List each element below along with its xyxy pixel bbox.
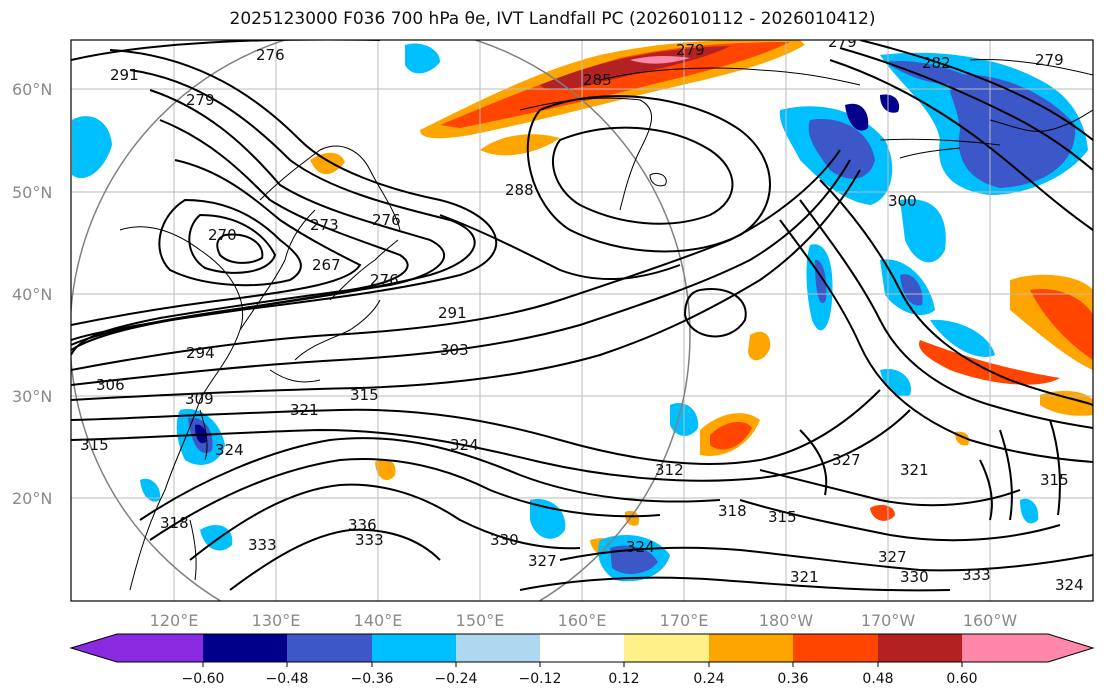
lon-label: 140°E <box>354 611 403 630</box>
lon-label: 130°E <box>252 611 301 630</box>
contour-label: 309 <box>185 390 214 408</box>
contour-label: 279 <box>676 41 705 59</box>
contour-label: 324 <box>215 441 244 459</box>
positive-shading <box>310 40 1093 555</box>
contour-label: 315 <box>768 508 797 526</box>
lat-label: 50°N <box>12 183 52 202</box>
colorbar-tick-label: −0.12 <box>519 671 562 687</box>
lat-label: 30°N <box>12 387 52 406</box>
map-frame <box>70 39 1094 602</box>
graticule <box>71 40 1093 601</box>
contour-label: 276 <box>372 211 401 229</box>
contour-label: 294 <box>186 344 215 362</box>
map-area: 276 279 291 279 273 270 267 276 276 288 … <box>71 33 1093 601</box>
colorbar-segment <box>287 634 372 662</box>
contour-label: 324 <box>626 538 655 556</box>
landfall-region-circle <box>71 40 691 601</box>
contour-label: 279 <box>1035 51 1064 69</box>
colorbar-segment <box>203 634 287 662</box>
contour-label: 276 <box>256 46 285 64</box>
lon-label: 180°W <box>759 611 814 630</box>
contour-label: 321 <box>900 461 929 479</box>
colorbar-segment <box>962 634 1093 662</box>
contour-label: 282 <box>922 54 951 72</box>
lon-label: 160°W <box>963 611 1018 630</box>
contour-label: 303 <box>440 341 469 359</box>
contour-label: 330 <box>490 531 519 549</box>
contour-label: 324 <box>450 436 479 454</box>
contour-label: 318 <box>718 502 747 520</box>
colorbar: −0.60 −0.48 −0.36 −0.24 −0.12 0.12 0.24 … <box>69 633 1095 687</box>
colorbar-segment <box>540 634 624 662</box>
contour-label: 336 <box>348 516 377 534</box>
contour-label: 315 <box>1040 471 1069 489</box>
contour-label: 279 <box>828 33 857 51</box>
contour-label: 288 <box>505 181 534 199</box>
chart-title: 2025123000 F036 700 hPa θe, IVT Landfall… <box>229 9 876 29</box>
contour-labels: 276 279 291 279 273 270 267 276 276 288 … <box>80 33 1084 594</box>
contour-label: 333 <box>355 531 384 549</box>
contour-label: 267 <box>312 256 341 274</box>
colorbar-segment <box>709 634 793 662</box>
contour-label: 270 <box>208 226 237 244</box>
colorbar-segment <box>878 634 962 662</box>
colorbar-segment <box>372 634 456 662</box>
colorbar-tick-label: 0.48 <box>862 671 893 687</box>
contour-label: 273 <box>310 216 339 234</box>
contour-label: 321 <box>790 568 819 586</box>
colorbar-tick-label: 0.12 <box>608 671 639 687</box>
contour-label: 312 <box>655 461 684 479</box>
contour-label: 324 <box>1055 576 1084 594</box>
contour-label: 327 <box>878 548 907 566</box>
contour-label: 279 <box>186 91 215 109</box>
lon-label: 170°E <box>660 611 709 630</box>
contour-label: 327 <box>832 451 861 469</box>
contour-label: 300 <box>888 192 917 210</box>
colorbar-tick-label: −0.60 <box>182 671 225 687</box>
lon-label: 170°W <box>861 611 916 630</box>
colorbar-tick-label: −0.48 <box>266 671 309 687</box>
contour-label: 318 <box>160 514 189 532</box>
colorbar-segment <box>624 634 709 662</box>
colorbar-tick-label: −0.24 <box>435 671 478 687</box>
latitude-labels: 60°N 50°N 40°N 30°N 20°N <box>12 80 52 508</box>
colorbar-tick-label: 0.60 <box>946 671 977 687</box>
lon-label: 160°E <box>558 611 607 630</box>
contour-label: 291 <box>438 304 467 322</box>
colorbar-tick-label: −0.36 <box>351 671 394 687</box>
lat-label: 60°N <box>12 80 52 99</box>
contour-label: 330 <box>900 568 929 586</box>
contour-label: 291 <box>110 66 139 84</box>
contour-label: 285 <box>583 71 612 89</box>
contour-label: 321 <box>290 401 319 419</box>
lon-label: 120°E <box>150 611 199 630</box>
contour-label: 327 <box>528 552 557 570</box>
contour-label: 315 <box>350 386 379 404</box>
colorbar-segment <box>71 634 203 662</box>
lat-label: 20°N <box>12 489 52 508</box>
contour-label: 306 <box>96 376 125 394</box>
longitude-labels: 120°E 130°E 140°E 150°E 160°E 170°E 180°… <box>150 611 1018 630</box>
contour-label: 333 <box>248 536 277 554</box>
contour-label: 276 <box>370 271 399 289</box>
contour-label: 333 <box>962 566 991 584</box>
lat-label: 40°N <box>12 285 52 304</box>
lon-label: 150°E <box>456 611 505 630</box>
colorbar-tick-label: 0.36 <box>777 671 808 687</box>
colorbar-segment <box>456 634 540 662</box>
theta-e-contours <box>71 40 1093 592</box>
colorbar-segment <box>793 634 878 662</box>
contour-label: 315 <box>80 436 109 454</box>
colorbar-tick-label: 0.24 <box>693 671 724 687</box>
